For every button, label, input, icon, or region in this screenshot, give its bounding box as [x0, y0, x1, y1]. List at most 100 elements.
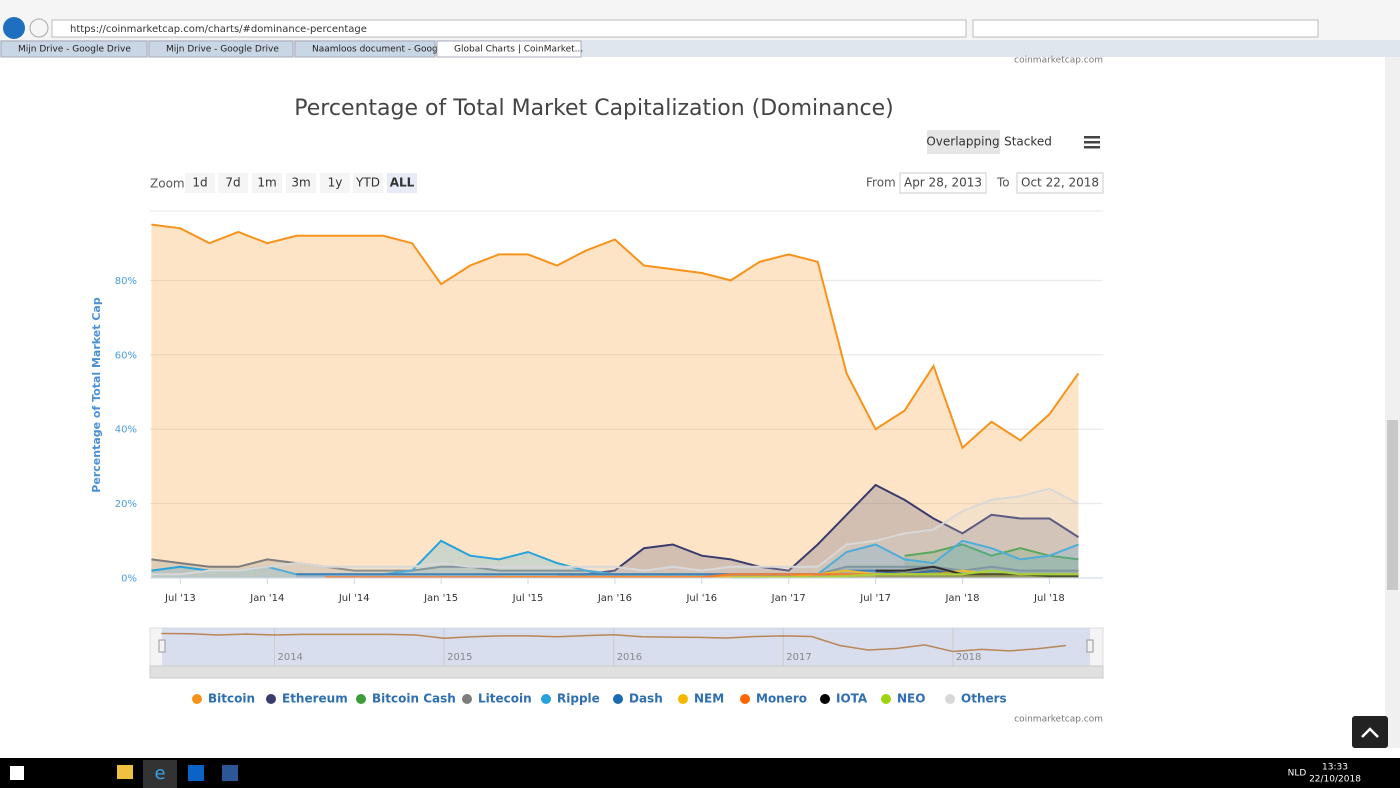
navigator-label: 2017 [786, 652, 811, 663]
tab-title: Mijn Drive - Google Drive [18, 45, 131, 55]
zoom-button-label: YTD [355, 176, 380, 190]
tab-title: Global Charts | CoinMarket... [454, 45, 583, 55]
legend-label[interactable]: Others [961, 692, 1007, 706]
ie-icon-bg[interactable] [143, 760, 177, 788]
legend-label[interactable]: Monero [756, 692, 807, 706]
area-fill [151, 488, 1079, 578]
x-tick-label: Jan '18 [944, 593, 979, 604]
to-input[interactable] [1016, 172, 1104, 194]
language[interactable]: NLD [1288, 769, 1307, 779]
zoom-button-label: 7d [225, 176, 240, 190]
legend-marker[interactable] [266, 694, 276, 704]
from-label: From [866, 176, 896, 190]
zoom-label: Zoom [150, 177, 185, 191]
scroll-top-button[interactable] [1352, 716, 1388, 748]
legend-label[interactable]: Ripple [557, 692, 600, 706]
legend-label[interactable]: Dash [629, 692, 663, 706]
legend-marker[interactable] [678, 694, 688, 704]
start-button[interactable] [10, 766, 24, 780]
legend-marker[interactable] [945, 694, 955, 704]
y-tick-label: 60% [115, 350, 137, 361]
navigator-label: 2014 [277, 652, 302, 663]
search-box[interactable] [972, 19, 1319, 38]
legend-marker[interactable] [820, 694, 830, 704]
area-fill [151, 540, 1079, 578]
area-fill [557, 485, 1079, 578]
legend-marker[interactable] [462, 694, 472, 704]
series-line [875, 565, 1079, 578]
credit: coinmarketcap.com [1014, 56, 1103, 66]
legend-label[interactable]: IOTA [836, 692, 868, 706]
url: https://coinmarketcap.com/charts/#domina… [70, 24, 367, 35]
navigator-label: 2015 [447, 652, 472, 663]
menu-icon[interactable] [1084, 136, 1100, 149]
scroll-thumb[interactable] [1387, 420, 1398, 590]
x-tick-label: Jan '16 [597, 593, 632, 604]
x-tick-label: Jan '15 [423, 593, 458, 604]
series-line [151, 487, 1079, 576]
to-label: To [996, 176, 1010, 190]
zoom-button[interactable] [185, 173, 215, 193]
legend-marker[interactable] [192, 694, 202, 704]
tab[interactable] [148, 40, 294, 58]
zoom-button[interactable] [353, 173, 383, 193]
x-tick-label: Jul '13 [164, 593, 196, 604]
area-fill [151, 224, 1079, 578]
legend-label[interactable]: Litecoin [478, 692, 532, 706]
x-tick-label: Jan '17 [771, 593, 806, 604]
back-button[interactable] [3, 17, 25, 39]
zoom-button-label: 1d [192, 176, 207, 190]
y-tick-label: 0% [121, 574, 137, 585]
navigator-handle[interactable] [1086, 639, 1094, 653]
x-tick-label: Jul '15 [512, 593, 544, 604]
tab-title: Naamloos document - Google... [312, 45, 454, 55]
mode-button[interactable]: Overlapping [926, 135, 999, 149]
navigator-scrollbar[interactable] [149, 665, 1104, 679]
mode-button[interactable]: Stacked [1004, 135, 1052, 149]
explorer-icon[interactable] [117, 765, 133, 779]
word-icon[interactable] [222, 765, 238, 781]
legend-label[interactable]: NEO [897, 692, 925, 706]
zoom-button[interactable] [320, 173, 350, 193]
navigator-label: 2016 [617, 652, 642, 663]
clock-time[interactable]: 13:33 [1322, 763, 1348, 773]
legend-marker[interactable] [356, 694, 366, 704]
forward-button[interactable] [29, 18, 49, 38]
x-tick-label: Jul '17 [859, 593, 891, 604]
x-tick-label: Jan '14 [249, 593, 284, 604]
from-input[interactable] [899, 172, 987, 194]
legend-marker[interactable] [541, 694, 551, 704]
legend-label[interactable]: Ethereum [282, 692, 348, 706]
y-tick-label: 20% [115, 499, 137, 510]
taskbar [0, 758, 1400, 788]
zoom-button[interactable] [218, 173, 248, 193]
y-axis-title: Percentage of Total Market Cap [90, 297, 103, 493]
zoom-button[interactable] [252, 173, 282, 193]
legend-marker[interactable] [740, 694, 750, 704]
tab[interactable] [0, 40, 148, 58]
to-date: Oct 22, 2018 [1021, 176, 1099, 190]
legend-label[interactable]: Bitcoin [208, 692, 255, 706]
outlook-icon[interactable] [188, 765, 204, 781]
tab[interactable] [436, 40, 582, 58]
legend-label[interactable]: Bitcoin Cash [372, 692, 456, 706]
navigator-handle[interactable] [158, 639, 166, 653]
zoom-button[interactable] [387, 173, 417, 193]
legend-marker[interactable] [613, 694, 623, 704]
area-fill [499, 570, 1079, 578]
legend-marker[interactable] [881, 694, 891, 704]
y-tick-label: 80% [115, 276, 137, 287]
x-tick-label: Jul '18 [1033, 593, 1065, 604]
zoom-button-label: 1m [257, 176, 276, 190]
tab[interactable] [294, 40, 436, 58]
scrollbar[interactable] [1385, 57, 1400, 748]
address-bar[interactable] [51, 19, 967, 38]
legend-label[interactable]: NEM [694, 692, 724, 706]
mode-button-active[interactable] [927, 130, 1000, 154]
scroll-top-icon [1361, 727, 1379, 738]
series-line [151, 223, 1080, 450]
zoom-button[interactable] [286, 173, 316, 193]
navigator-line [161, 632, 1067, 653]
ie-icon: e [154, 763, 165, 784]
clock-date[interactable]: 22/10/2018 [1309, 775, 1361, 785]
